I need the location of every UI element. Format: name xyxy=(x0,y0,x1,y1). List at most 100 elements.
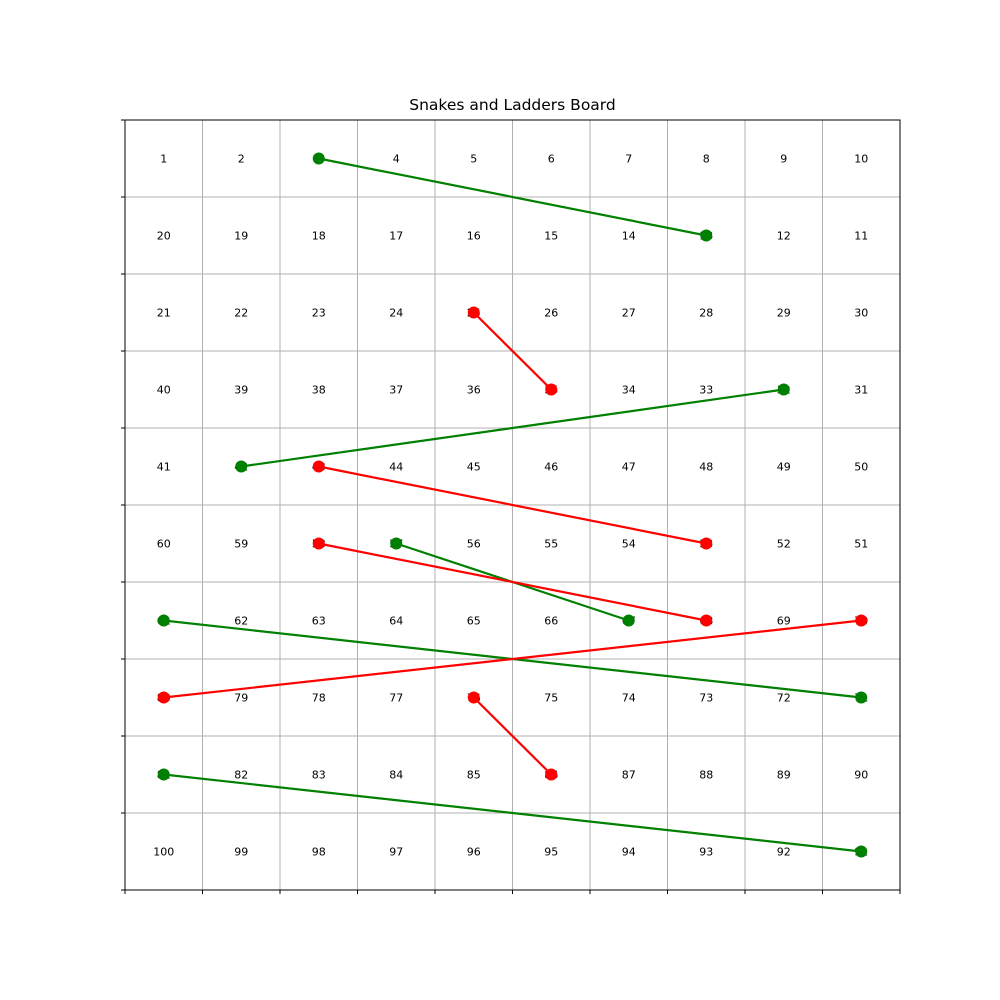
chart-title: Snakes and Ladders Board xyxy=(409,96,616,114)
cell-number: 66 xyxy=(544,615,558,628)
cell-number: 62 xyxy=(234,615,248,628)
cell-number: 24 xyxy=(389,307,403,320)
cell-number: 83 xyxy=(312,769,326,782)
ladder-start-point xyxy=(390,537,403,550)
cell-number: 40 xyxy=(157,384,171,397)
axis-ticks xyxy=(121,119,901,894)
cell-number: 51 xyxy=(854,538,868,551)
cell-number: 73 xyxy=(699,692,713,705)
cell-number: 11 xyxy=(854,230,868,243)
ladder-start-point xyxy=(157,768,170,781)
cell-number: 31 xyxy=(854,384,868,397)
ladder-end-point xyxy=(700,229,713,242)
cell-number: 75 xyxy=(544,692,558,705)
cell-number: 82 xyxy=(234,769,248,782)
snake-line xyxy=(318,465,707,545)
cell-number: 1 xyxy=(160,153,167,166)
cell-number: 100 xyxy=(153,846,174,859)
cell-number: 16 xyxy=(467,230,481,243)
ladder-line xyxy=(163,773,862,853)
cell-number: 65 xyxy=(467,615,481,628)
cell-number: 97 xyxy=(389,846,403,859)
cell-number: 7 xyxy=(625,153,632,166)
cell-number: 12 xyxy=(777,230,791,243)
cell-number: 6 xyxy=(548,153,555,166)
cell-number: 72 xyxy=(777,692,791,705)
ladder-end-point xyxy=(622,614,635,627)
cell-number: 90 xyxy=(854,769,868,782)
cell-number: 95 xyxy=(544,846,558,859)
snake-start-point xyxy=(467,691,480,704)
cell-number: 18 xyxy=(312,230,326,243)
snake-start-point xyxy=(467,306,480,319)
snake-end-point xyxy=(700,537,713,550)
cell-number: 21 xyxy=(157,307,171,320)
cell-number: 69 xyxy=(777,615,791,628)
cell-number: 99 xyxy=(234,846,248,859)
cell-number: 48 xyxy=(699,461,713,474)
cell-number: 17 xyxy=(389,230,403,243)
cell-number: 46 xyxy=(544,461,558,474)
cell-number: 88 xyxy=(699,769,713,782)
cell-number: 33 xyxy=(699,384,713,397)
cell-number: 5 xyxy=(470,153,477,166)
cell-number: 10 xyxy=(854,153,868,166)
cell-number: 96 xyxy=(467,846,481,859)
cell-number: 52 xyxy=(777,538,791,551)
cell-number: 19 xyxy=(234,230,248,243)
cell-number: 50 xyxy=(854,461,868,474)
cell-number: 79 xyxy=(234,692,248,705)
cell-number: 26 xyxy=(544,307,558,320)
snake-line xyxy=(472,696,553,776)
cell-number: 60 xyxy=(157,538,171,551)
snake-start-point xyxy=(312,537,325,550)
ladder-line xyxy=(241,388,784,468)
cell-number: 39 xyxy=(234,384,248,397)
cell-number: 9 xyxy=(780,153,787,166)
cell-number: 59 xyxy=(234,538,248,551)
ladder-start-point xyxy=(157,614,170,627)
ladder-end-point xyxy=(855,845,868,858)
cell-number: 92 xyxy=(777,846,791,859)
cell-number: 22 xyxy=(234,307,248,320)
cell-number: 4 xyxy=(393,153,400,166)
cell-number: 37 xyxy=(389,384,403,397)
cell-number: 15 xyxy=(544,230,558,243)
cell-number: 30 xyxy=(854,307,868,320)
cell-number: 8 xyxy=(703,153,710,166)
cell-number: 49 xyxy=(777,461,791,474)
cell-number: 54 xyxy=(622,538,636,551)
ladder-end-point xyxy=(855,691,868,704)
cell-number: 34 xyxy=(622,384,636,397)
cell-number: 55 xyxy=(544,538,558,551)
cell-number: 29 xyxy=(777,307,791,320)
snake-line xyxy=(472,311,553,391)
cell-number: 28 xyxy=(699,307,713,320)
snake-end-point xyxy=(700,614,713,627)
cell-number: 64 xyxy=(389,615,403,628)
snake-end-point xyxy=(545,383,558,396)
ladder-end-point xyxy=(235,460,248,473)
cell-number: 44 xyxy=(389,461,403,474)
cell-number: 56 xyxy=(467,538,481,551)
cell-number: 2 xyxy=(238,153,245,166)
cell-number: 84 xyxy=(389,769,403,782)
snake-line xyxy=(318,542,707,622)
cell-number: 78 xyxy=(312,692,326,705)
ladder-start-point xyxy=(777,383,790,396)
cell-number: 93 xyxy=(699,846,713,859)
cell-number: 14 xyxy=(622,230,636,243)
snake-end-point xyxy=(157,691,170,704)
cell-number: 36 xyxy=(467,384,481,397)
cell-number: 38 xyxy=(312,384,326,397)
cell-number: 89 xyxy=(777,769,791,782)
ladder-line xyxy=(318,157,707,237)
cell-number: 77 xyxy=(389,692,403,705)
cell-number: 23 xyxy=(312,307,326,320)
cell-number: 87 xyxy=(622,769,636,782)
snake-end-point xyxy=(545,768,558,781)
cell-number: 63 xyxy=(312,615,326,628)
snake-start-point xyxy=(312,460,325,473)
cell-number: 98 xyxy=(312,846,326,859)
cell-number: 27 xyxy=(622,307,636,320)
